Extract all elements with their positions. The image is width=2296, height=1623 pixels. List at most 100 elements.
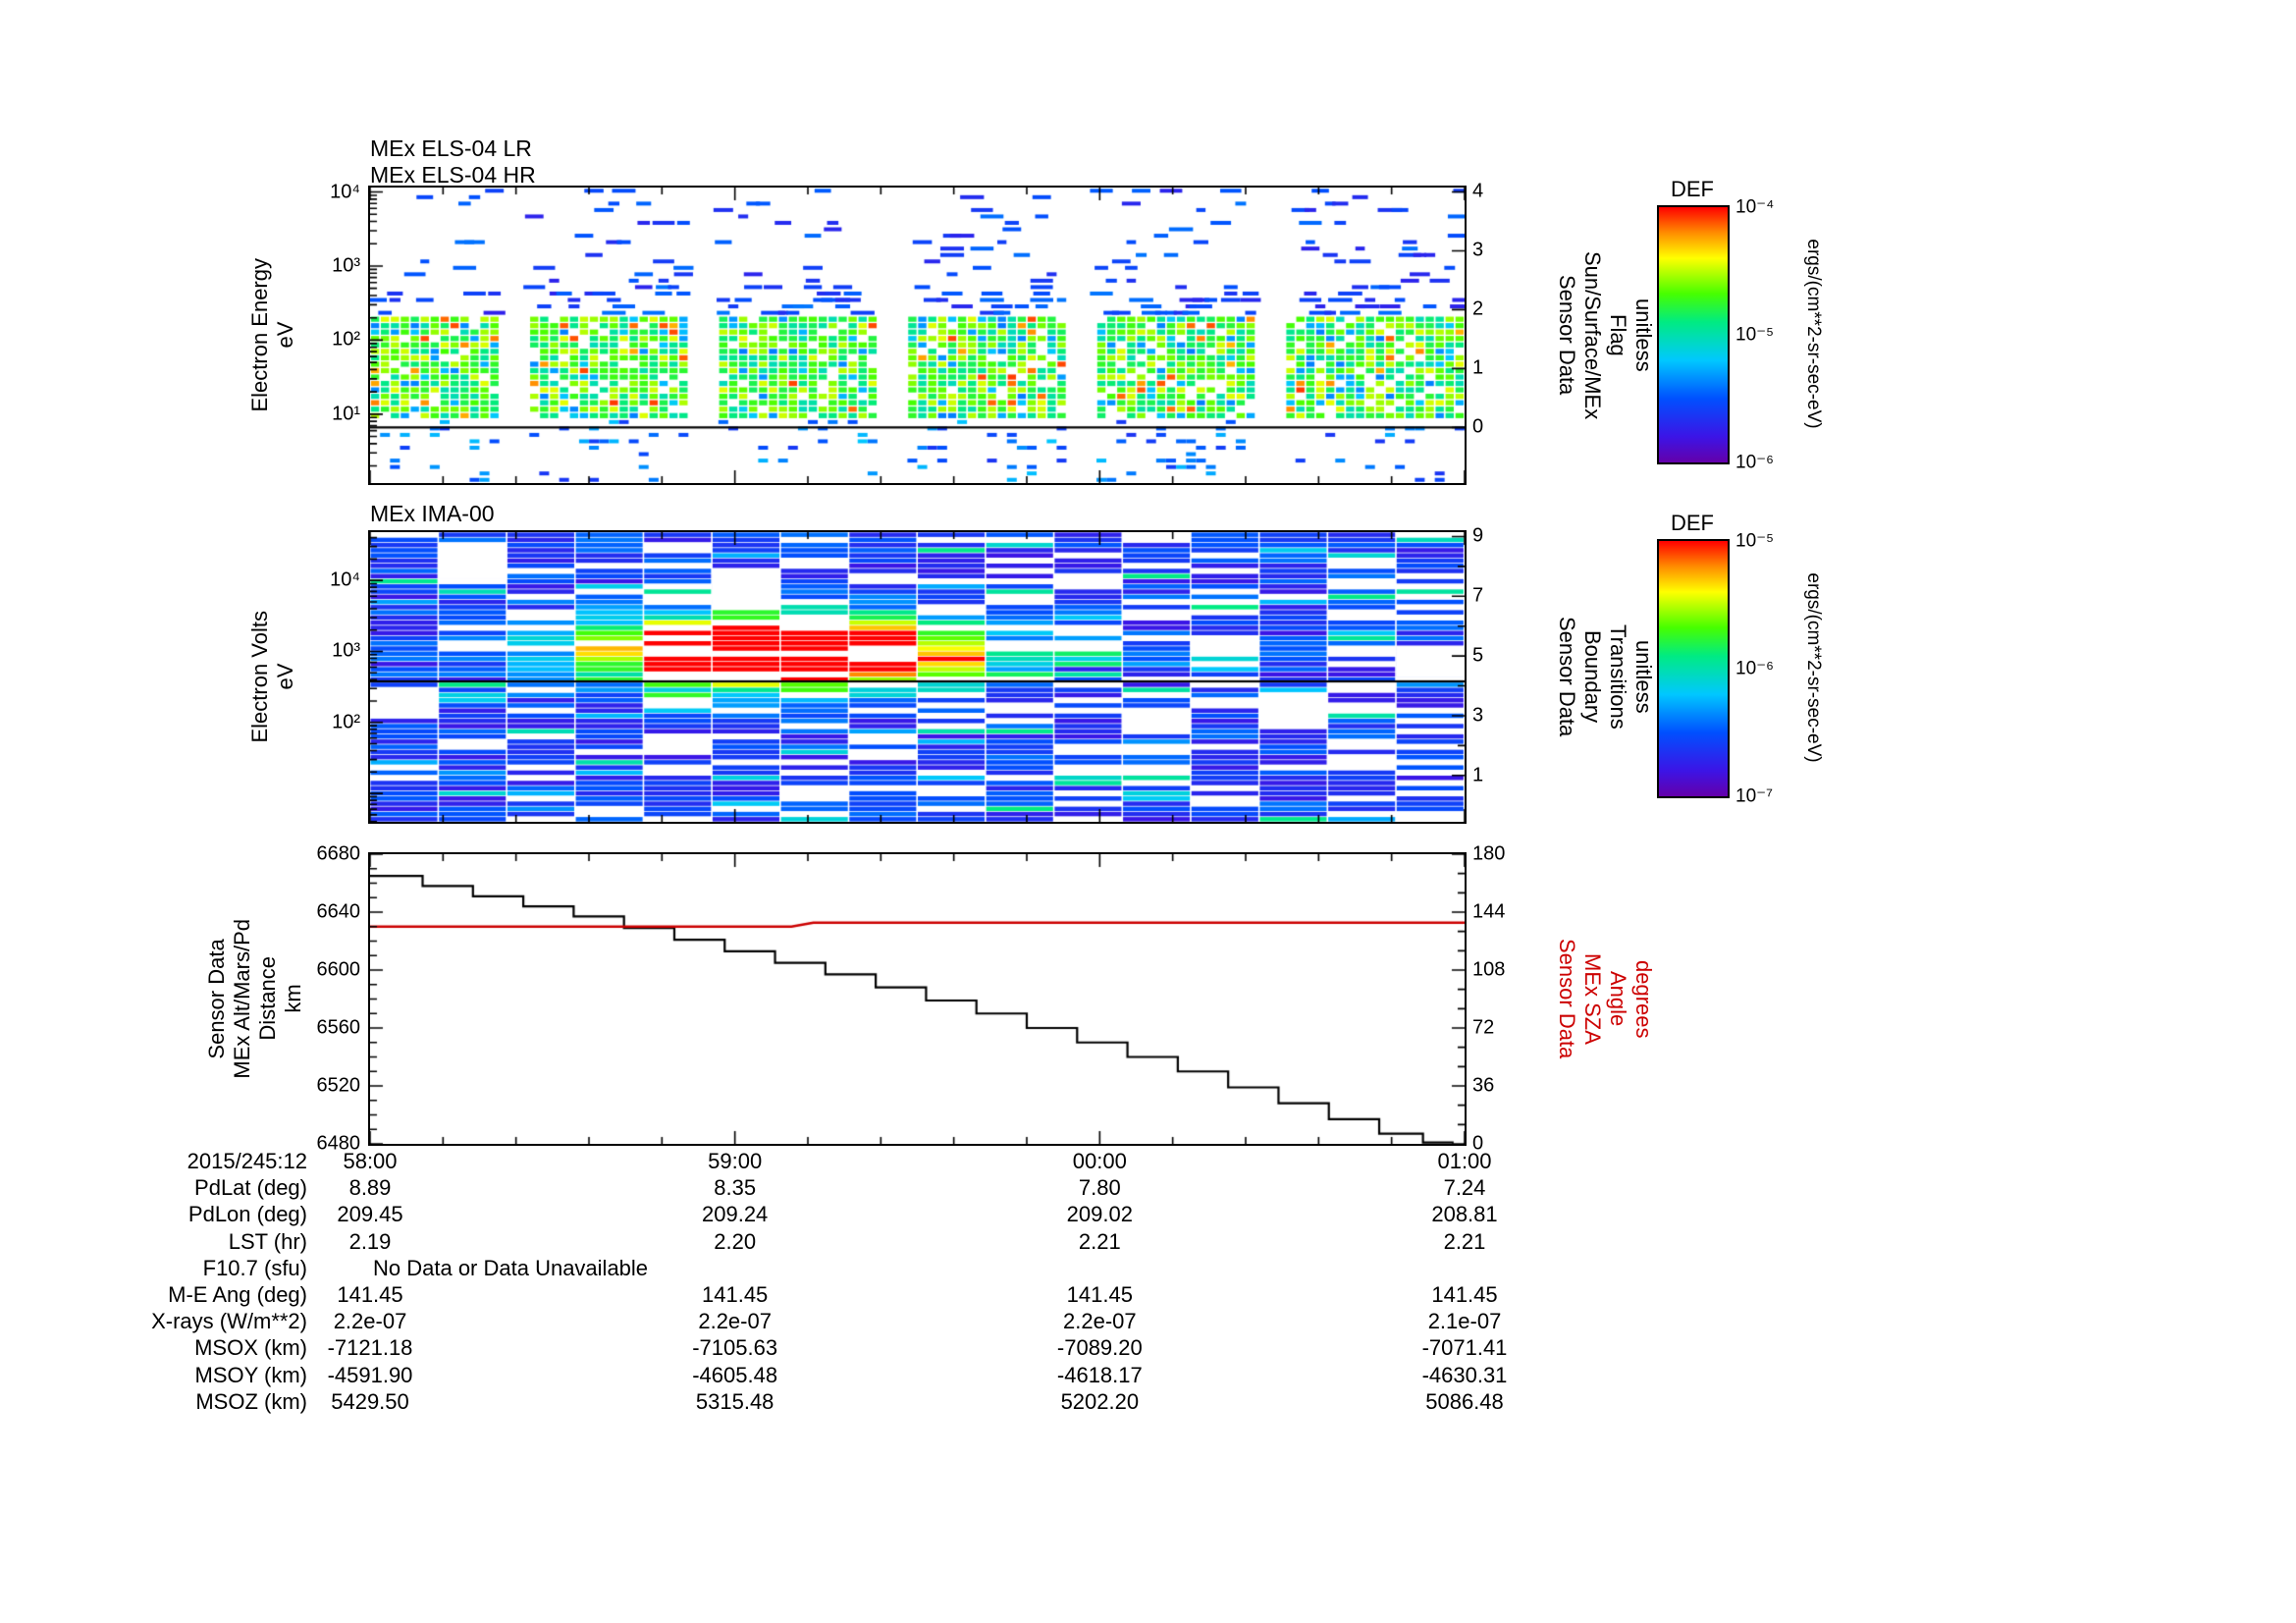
table-cell-value: 141.45 <box>1066 1282 1133 1307</box>
table-cell-value: 5086.48 <box>1425 1388 1504 1414</box>
table-cell-value: 141.45 <box>337 1282 403 1307</box>
table-cell-value: -7121.18 <box>327 1335 413 1361</box>
sza-right-axis-label: Sensor Data MEx SZA Angle degrees <box>1553 854 1657 1144</box>
sza-right-axis-label-text: Sensor Data MEx SZA Angle degrees <box>1555 939 1656 1059</box>
table-cell-value: 5315.48 <box>695 1388 774 1414</box>
els-flag-tick-label: 0 <box>1472 415 1484 438</box>
els-right-axis-label: Sensor Data Sun/Surface/MEx Flag unitles… <box>1553 188 1657 483</box>
table-cell-value: 58:00 <box>343 1149 398 1173</box>
table-row-label: M-E Ang (deg) <box>168 1282 307 1307</box>
colorbar-tick-label: 10⁻⁵ <box>1735 324 1775 346</box>
sza-tick-label: 72 <box>1472 1016 1495 1039</box>
table-row-label: MSOY (km) <box>194 1362 307 1387</box>
sza-tick-label: 0 <box>1472 1132 1484 1155</box>
table-row-label: MSOX (km) <box>194 1335 307 1361</box>
els-energy-tick-label: 10⁴ <box>330 181 360 203</box>
colorbar1 <box>1657 205 1730 464</box>
ima-energy-tick-label: 10⁴ <box>330 568 360 591</box>
table-cell-value: 208.81 <box>1431 1202 1498 1227</box>
ima-energy-tick-label: 10³ <box>332 639 360 662</box>
ima-spectrogram-panel <box>368 530 1467 824</box>
table-cell-value: -4630.31 <box>1421 1362 1508 1387</box>
altitude-tick-label: 6680 <box>316 842 361 865</box>
altitude-sza-canvas <box>370 854 1465 1144</box>
colorbar2 <box>1657 539 1730 798</box>
colorbar-tick-label: 10⁻⁴ <box>1735 196 1775 218</box>
alt-y-axis-label-text: Sensor Data MEx Alt/Mars/Pd Distance km <box>204 919 305 1079</box>
els-flag-tick-label: 4 <box>1472 180 1484 202</box>
table-cell-value: -7089.20 <box>1056 1335 1143 1361</box>
ima-boundary-tick-label: 9 <box>1472 524 1484 547</box>
els-energy-tick-label: 10¹ <box>332 403 360 425</box>
ima-energy-tick-label: 10² <box>332 711 360 733</box>
colorbar1-unit-label: ergs/(cm**2-sr-sec-eV) <box>1803 239 1824 429</box>
alt-y-axis-label: Sensor Data MEx Alt/Mars/Pd Distance km <box>200 854 310 1144</box>
altitude-sza-panel <box>368 852 1467 1146</box>
sza-tick-label: 36 <box>1472 1074 1495 1097</box>
ima-right-axis-label-text: Sensor Data Boundary Transitions unitles… <box>1555 617 1656 737</box>
ima-boundary-tick-label: 7 <box>1472 584 1484 607</box>
table-cell-value: 209.45 <box>337 1202 403 1227</box>
table-span-value: No Data or Data Unavailable <box>373 1255 649 1280</box>
altitude-tick-label: 6480 <box>316 1132 361 1155</box>
table-row-label: PdLat (deg) <box>194 1175 307 1201</box>
table-cell-value: 141.45 <box>1431 1282 1498 1307</box>
ima-spectrogram-canvas <box>370 532 1465 822</box>
els-flag-tick-label: 2 <box>1472 298 1484 320</box>
table-row-label: X-rays (W/m**2) <box>151 1309 307 1334</box>
els-right-axis-label-text: Sensor Data Sun/Surface/MEx Flag unitles… <box>1555 250 1656 420</box>
els-energy-tick-label: 10² <box>332 328 360 351</box>
colorbar-tick-label: 10⁻⁵ <box>1735 530 1775 552</box>
table-row-label: MSOZ (km) <box>195 1388 307 1414</box>
sza-tick-label: 108 <box>1472 958 1506 981</box>
altitude-tick-label: 6520 <box>316 1074 361 1097</box>
table-cell-value: 01:00 <box>1437 1149 1492 1173</box>
ima-right-axis-label: Sensor Data Boundary Transitions unitles… <box>1553 532 1657 822</box>
colorbar2-gradient <box>1659 541 1728 796</box>
table-cell-value: 2.20 <box>714 1228 757 1254</box>
ima-y-axis-label: Electron Volts eV <box>241 532 304 822</box>
ima-boundary-tick-label: 1 <box>1472 764 1484 786</box>
table-cell-value: 7.80 <box>1078 1175 1121 1201</box>
sza-tick-label: 180 <box>1472 842 1506 865</box>
table-cell-value: 00:00 <box>1072 1149 1127 1173</box>
colorbar-tick-label: 10⁻⁶ <box>1735 452 1774 473</box>
els-spectrogram-canvas <box>370 188 1465 483</box>
table-cell-value: 2.21 <box>1078 1228 1121 1254</box>
colorbar2-title: DEF <box>1671 511 1714 535</box>
els-y-axis-label-text: Electron Energy eV <box>247 258 297 412</box>
table-cell-value: 2.2e-07 <box>1063 1309 1137 1334</box>
ima-boundary-tick-label: 5 <box>1472 644 1484 667</box>
table-cell-value: 2.19 <box>348 1228 392 1254</box>
colorbar2-unit-label: ergs/(cm**2-sr-sec-eV) <box>1803 572 1824 763</box>
table-row-label: PdLon (deg) <box>187 1202 307 1227</box>
els-flag-tick-label: 1 <box>1472 356 1484 379</box>
table-row-label: F10.7 (sfu) <box>202 1255 307 1280</box>
ima-title: MEx IMA-00 <box>370 501 495 526</box>
table-cell-value: -4605.48 <box>692 1362 778 1387</box>
altitude-tick-label: 6640 <box>316 900 361 923</box>
table-cell-value: -4618.17 <box>1056 1362 1143 1387</box>
table-cell-value: 2.2e-07 <box>333 1309 407 1334</box>
table-cell-value: 8.35 <box>714 1175 757 1201</box>
altitude-tick-label: 6600 <box>316 958 361 981</box>
els-spectrogram-panel <box>368 186 1467 485</box>
table-cell-value: 59:00 <box>708 1149 763 1173</box>
table-cell-value: -4591.90 <box>327 1362 413 1387</box>
table-cell-value: 2.1e-07 <box>1427 1309 1502 1334</box>
table-cell-value: 141.45 <box>702 1282 769 1307</box>
colorbar1-title: DEF <box>1671 177 1714 201</box>
els-y-axis-label: Electron Energy eV <box>241 188 304 483</box>
table-row-label: LST (hr) <box>228 1228 307 1254</box>
altitude-tick-label: 6560 <box>316 1016 361 1039</box>
table-cell-value: 5429.50 <box>331 1388 409 1414</box>
table-row-label: 2015/245:12 <box>187 1149 307 1173</box>
els-title-lr: MEx ELS-04 LR <box>370 135 532 161</box>
els-energy-tick-label: 10³ <box>332 254 360 277</box>
ima-boundary-tick-label: 3 <box>1472 704 1484 727</box>
table-cell-value: 2.21 <box>1443 1228 1486 1254</box>
table-cell-value: 209.24 <box>702 1202 769 1227</box>
table-cell-value: -7071.41 <box>1421 1335 1508 1361</box>
table-cell-value: 2.2e-07 <box>698 1309 772 1334</box>
